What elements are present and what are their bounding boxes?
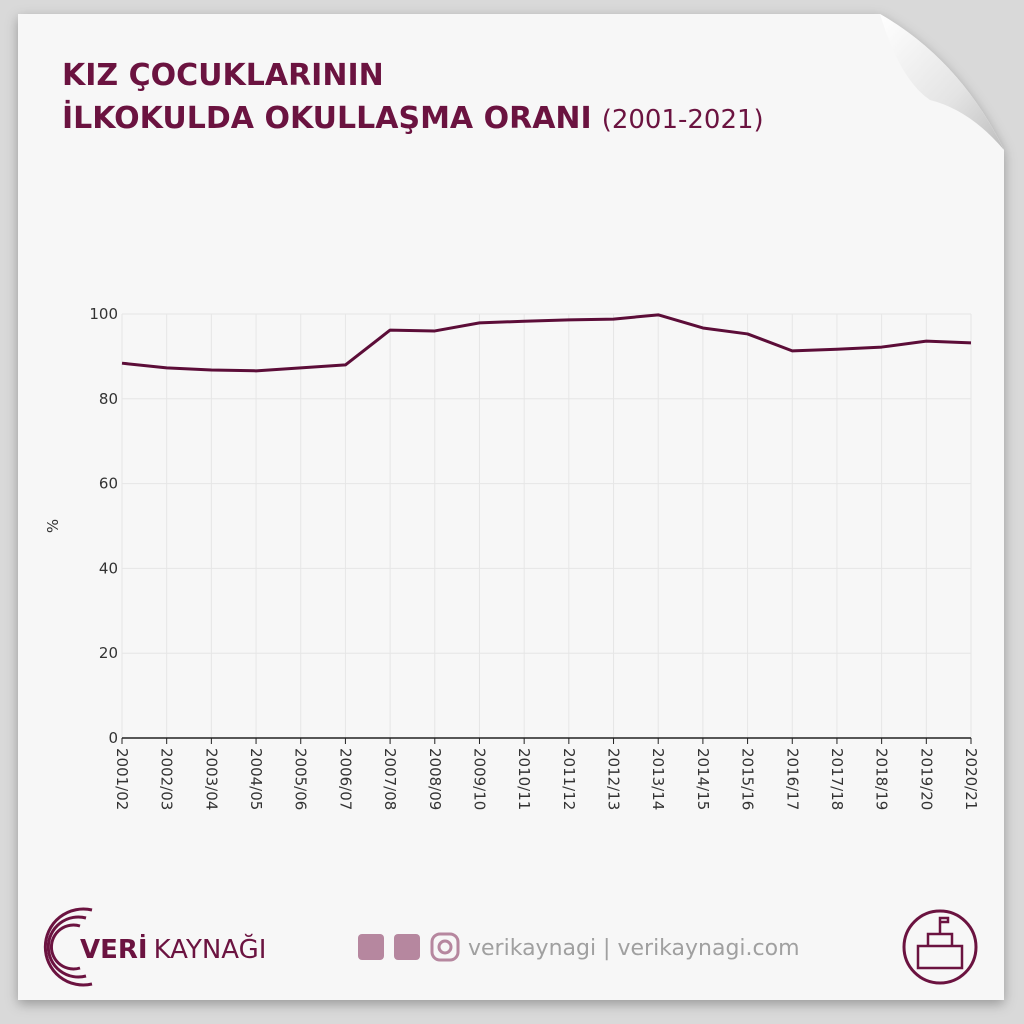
social-links: verikaynagi | verikaynagi.com — [468, 936, 800, 961]
x-tick-label: 2008/09 — [426, 748, 444, 810]
x-tick-label: 2001/02 — [113, 748, 131, 810]
school-icon — [902, 909, 978, 985]
twitter-icon — [394, 934, 420, 960]
x-tick-label: 2011/12 — [560, 748, 578, 810]
page-curl — [880, 14, 1004, 150]
x-tick-label: 2004/05 — [247, 748, 265, 810]
x-tick-label: 2007/08 — [381, 748, 399, 810]
line — [121, 313, 972, 373]
instagram-icon-lens — [437, 939, 453, 955]
chart-title: İLKOKULDA OKULLAŞMA ORANI (2001-2021) — [62, 100, 764, 136]
y-tick-label: 0 — [108, 729, 118, 747]
x-tick-label: 2009/10 — [470, 748, 488, 810]
x-tick-label: 2010/11 — [515, 748, 533, 810]
x-tick-label: 2003/04 — [202, 748, 220, 810]
x-tick-label: 2002/03 — [158, 748, 176, 810]
title-line: İLKOKULDA OKULLAŞMA ORANI — [62, 100, 592, 136]
x-tick-label: 2018/19 — [873, 748, 891, 810]
y-axis-label: % — [44, 519, 62, 533]
x-tick-label: 2012/13 — [605, 748, 623, 810]
x-tick-label: 2015/16 — [739, 748, 757, 810]
x-tick-label: 2014/15 — [694, 748, 712, 810]
x-tick-label: 2019/20 — [917, 748, 935, 810]
facebook-icon — [358, 934, 384, 960]
school-icon-building — [916, 916, 964, 970]
brand-rest: KAYNAĞI — [154, 933, 267, 965]
brand-bold: VERİ — [80, 933, 148, 965]
footer: VERİ KAYNAĞI verikaynagi | verikaynagi.co… — [43, 907, 978, 987]
y-tick-label: 20 — [99, 644, 118, 662]
x-tick-label: 2005/06 — [292, 748, 310, 810]
y-tick-label: 80 — [99, 390, 118, 408]
y-tick-label: 100 — [89, 305, 118, 323]
y-tick-label: 60 — [99, 475, 118, 493]
x-tick-label: 2013/14 — [649, 748, 667, 810]
x-tick-label: 2020/21 — [962, 748, 980, 810]
x-tick-label: 2016/17 — [783, 748, 801, 810]
brand: VERİ KAYNAĞI — [80, 933, 266, 965]
brand-logo — [43, 907, 93, 987]
paper — [18, 14, 1004, 1000]
chart-title: KIZ ÇOCUKLARININ — [62, 58, 384, 93]
instagram-icon — [430, 932, 460, 962]
y-tick-label: 40 — [99, 559, 118, 577]
x-tick-label: 2017/18 — [828, 748, 846, 810]
subtitle: (2001-2021) — [602, 105, 764, 135]
x-tick-label: 2006/07 — [336, 748, 354, 810]
